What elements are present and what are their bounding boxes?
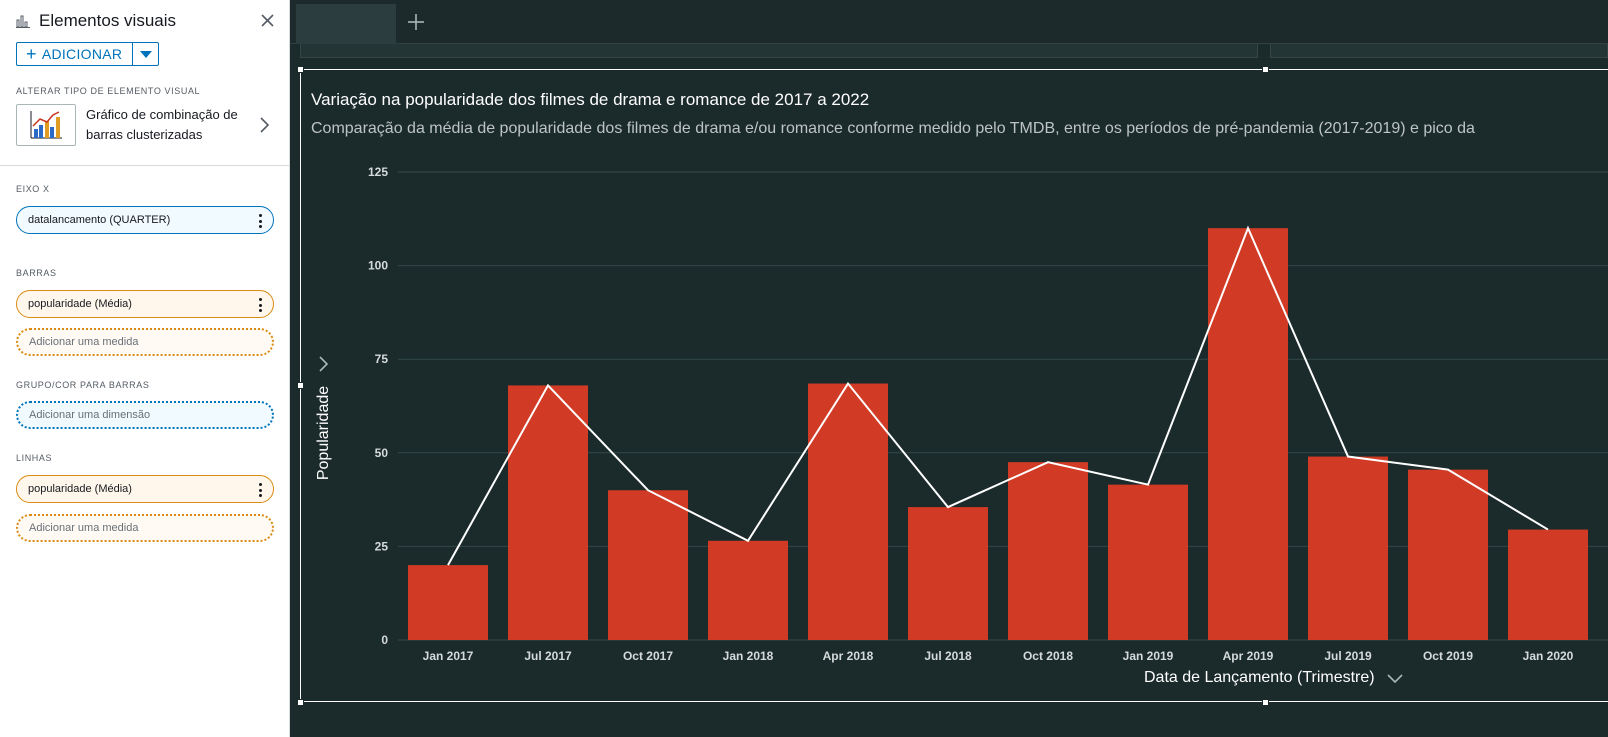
- y-tick-label: 75: [375, 352, 389, 366]
- visual-subtitle: Comparação da média de popularidade dos …: [311, 120, 1475, 137]
- resize-handle[interactable]: [297, 66, 304, 73]
- group-add-dimension-label: Adicionar uma dimensão: [29, 409, 151, 421]
- x-tick-label: Jan 2020: [1523, 649, 1574, 663]
- lines-field-well[interactable]: popularidade (Média): [16, 475, 274, 503]
- sheet-tab[interactable]: [296, 4, 396, 44]
- resize-handle[interactable]: [297, 699, 304, 706]
- bar[interactable]: [1008, 462, 1088, 640]
- bars-section-label: BARRAS: [16, 268, 57, 278]
- kebab-menu-icon[interactable]: [259, 483, 263, 497]
- bar[interactable]: [1308, 456, 1388, 640]
- y-tick-label: 0: [381, 633, 388, 647]
- bar[interactable]: [708, 540, 788, 640]
- chevron-right-icon[interactable]: [258, 116, 270, 134]
- bar[interactable]: [408, 565, 488, 640]
- visuals-panel: Elementos visuais + ADICIONAR ALTERAR TI…: [0, 0, 290, 737]
- visual-card[interactable]: [1270, 44, 1608, 58]
- add-visual-button[interactable]: + ADICIONAR: [16, 42, 134, 66]
- panel-title: Elementos visuais: [39, 11, 177, 30]
- y-tick-label: 125: [368, 165, 388, 179]
- change-visual-type-label: ALTERAR TIPO DE ELEMENTO VISUAL: [16, 86, 201, 96]
- x-tick-label: Jul 2018: [924, 649, 972, 663]
- lines-section-label: LINHAS: [16, 453, 53, 463]
- y-tick-label: 25: [375, 539, 389, 553]
- bar[interactable]: [808, 383, 888, 640]
- y-tick-label: 50: [375, 446, 389, 460]
- visual-type-name: Gráfico de combinação de barras clusteri…: [86, 107, 238, 142]
- x-tick-label: Jan 2018: [723, 649, 774, 663]
- x-axis-title-button[interactable]: Data de Lançamento (Trimestre): [1144, 669, 1405, 687]
- group-section-label: GRUPO/COR PARA BARRAS: [16, 380, 150, 390]
- bar-chart-icon: [16, 15, 30, 28]
- bar[interactable]: [508, 385, 588, 640]
- group-add-dimension[interactable]: Adicionar uma dimensão: [16, 401, 274, 429]
- combo-chart-thumbnail: [16, 104, 76, 146]
- x-tick-label: Apr 2019: [1223, 649, 1274, 663]
- x-tick-label: Jul 2019: [1324, 649, 1372, 663]
- visual-card[interactable]: [300, 44, 1258, 58]
- bar[interactable]: [1508, 529, 1588, 640]
- bar[interactable]: [608, 490, 688, 640]
- panel-divider: [0, 165, 290, 166]
- bar[interactable]: [1408, 469, 1488, 640]
- caret-down-icon: [139, 50, 152, 58]
- y-tick-label: 100: [368, 259, 388, 273]
- resize-handle[interactable]: [1262, 699, 1269, 706]
- y-axis-title: Popularidade: [315, 386, 332, 480]
- bar[interactable]: [1108, 484, 1188, 640]
- visual-type-selector[interactable]: Gráfico de combinação de barras clusteri…: [16, 104, 278, 146]
- x-tick-label: Jul 2017: [524, 649, 572, 663]
- add-button-group: + ADICIONAR: [16, 42, 160, 66]
- line-series[interactable]: [447, 225, 1549, 566]
- x-axis-section-label: EIXO X: [16, 184, 50, 194]
- x-tick-label: Oct 2017: [623, 649, 673, 663]
- add-options-dropdown[interactable]: [133, 42, 160, 66]
- x-axis-title: Data de Lançamento (Trimestre): [1144, 669, 1375, 686]
- bars-add-measure-label: Adicionar uma medida: [29, 336, 139, 348]
- lines-field-label: popularidade (Média): [28, 483, 132, 495]
- visual-title: Variação na popularidade dos filmes de d…: [311, 90, 870, 109]
- resize-handle[interactable]: [1262, 66, 1269, 73]
- x-tick-label: Oct 2018: [1023, 649, 1073, 663]
- chevron-down-icon: [1387, 674, 1403, 684]
- lines-add-measure[interactable]: Adicionar uma medida: [16, 514, 274, 542]
- combo-chart: 0 25 50 75 100 125 Jan 2017 Jul 2017 Oct 2017 Ja…: [315, 165, 1608, 663]
- chevron-right-icon[interactable]: [317, 356, 329, 372]
- kebab-menu-icon[interactable]: [259, 214, 263, 228]
- bars-field-well[interactable]: popularidade (Média): [16, 290, 274, 318]
- bars-field-label: popularidade (Média): [28, 298, 132, 310]
- bar[interactable]: [908, 507, 988, 640]
- sheet-tab-bar: [290, 0, 1608, 44]
- x-tick-label: Jan 2017: [423, 649, 474, 663]
- resize-handle[interactable]: [297, 382, 304, 389]
- add-visual-label: ADICIONAR: [41, 46, 123, 62]
- plus-icon: +: [26, 44, 37, 64]
- x-tick-label: Oct 2019: [1423, 649, 1473, 663]
- x-axis-field-label: datalancamento (QUARTER): [28, 214, 171, 226]
- lines-add-measure-label: Adicionar uma medida: [29, 522, 139, 534]
- dashboard-canvas: Variação na popularidade dos filmes de d…: [290, 0, 1608, 737]
- x-axis-field-well[interactable]: datalancamento (QUARTER): [16, 206, 274, 234]
- bars-add-measure[interactable]: Adicionar uma medida: [16, 328, 274, 356]
- x-tick-label: Apr 2018: [823, 649, 874, 663]
- x-tick-label: Jan 2019: [1123, 649, 1174, 663]
- plus-icon[interactable]: [405, 11, 427, 33]
- kebab-menu-icon[interactable]: [259, 298, 263, 312]
- panel-header: Elementos visuais: [16, 10, 278, 32]
- close-icon[interactable]: [258, 11, 278, 31]
